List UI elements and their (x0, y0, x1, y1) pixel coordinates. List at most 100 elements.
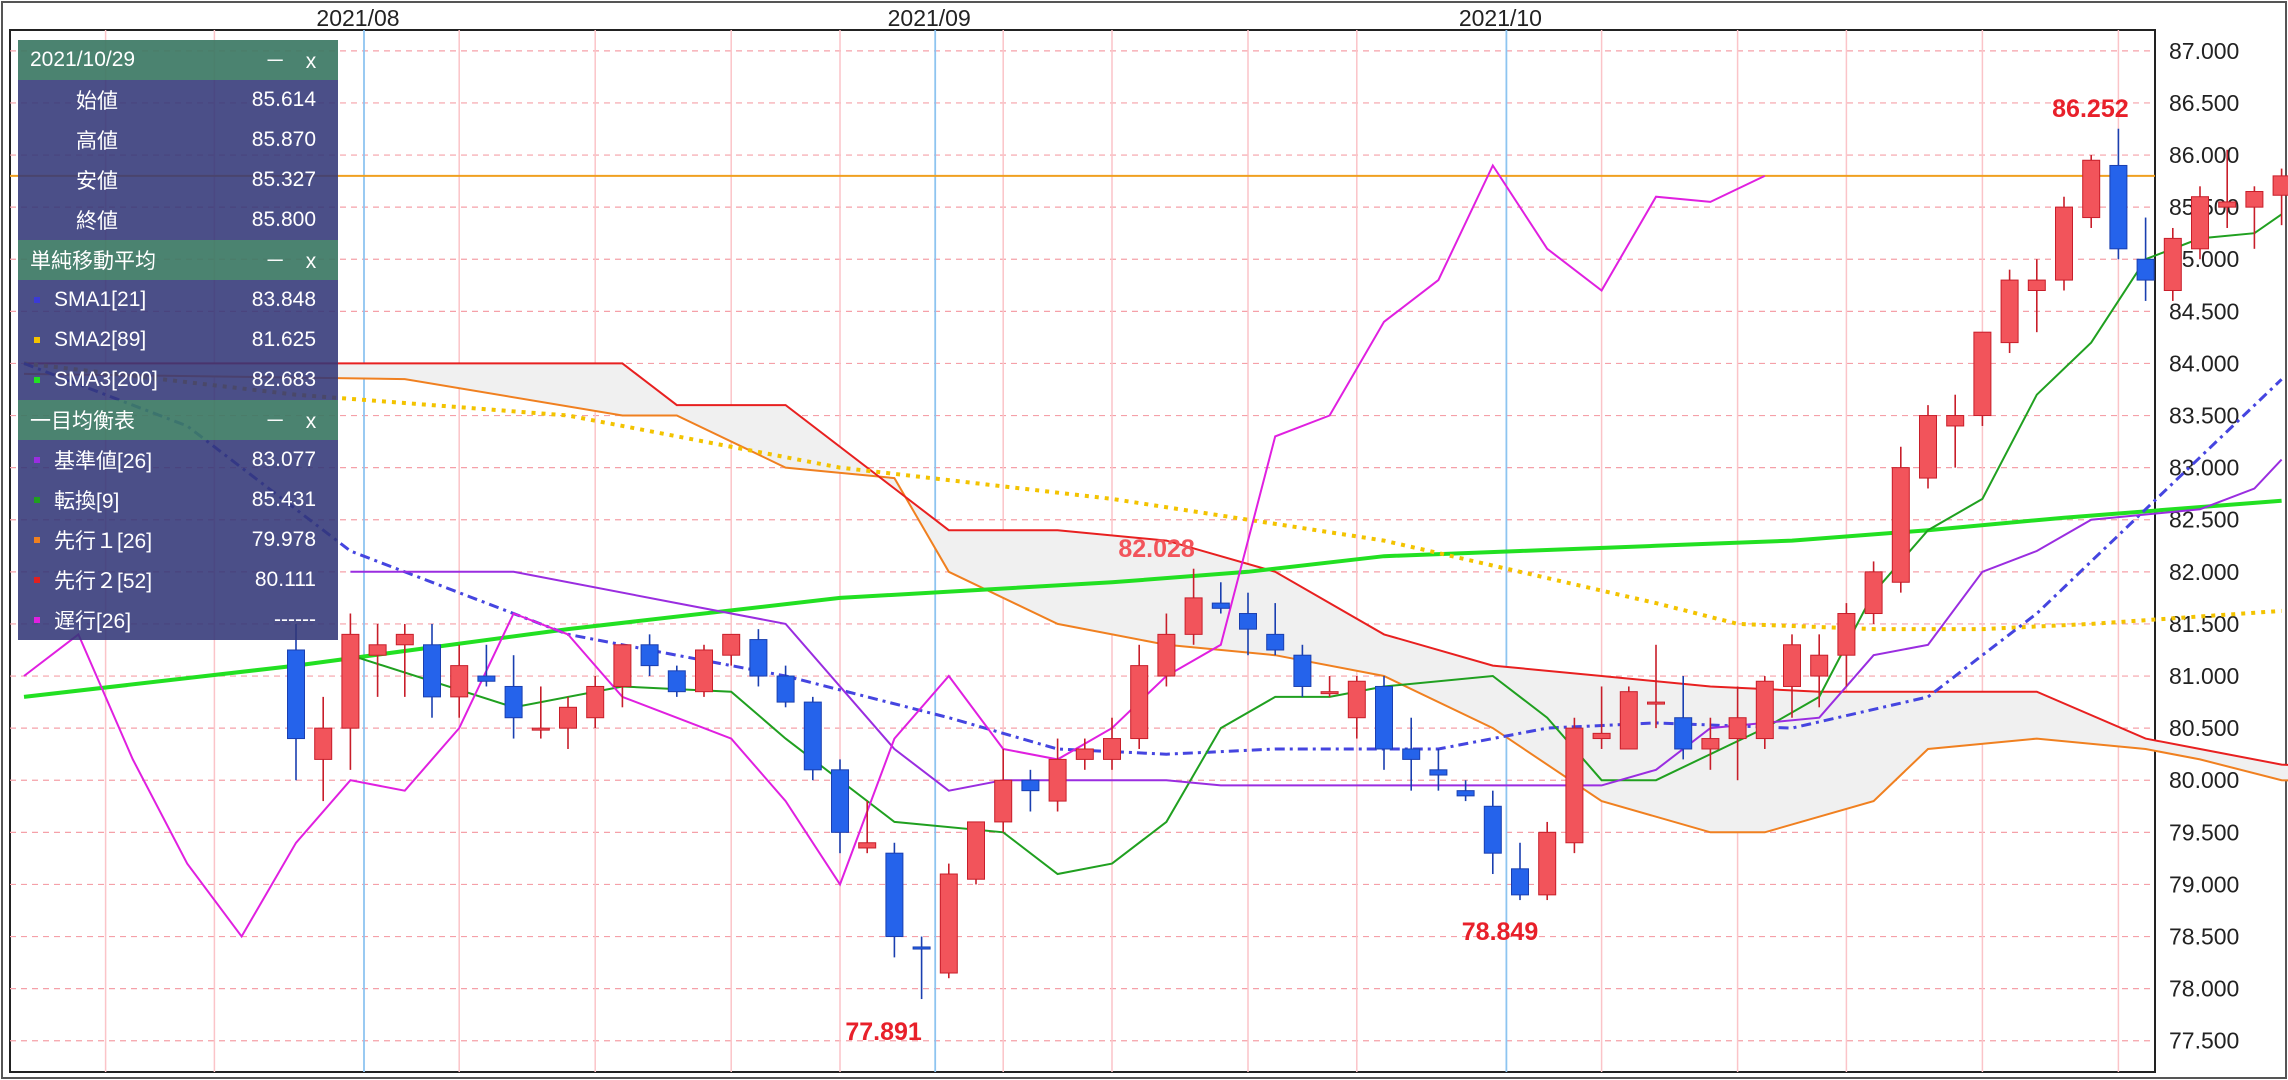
candle-body (1130, 665, 1149, 740)
y-tick-label: 87.000 (2169, 38, 2239, 64)
low2-annotation: 78.849 (1462, 918, 1538, 946)
candle-body (314, 727, 333, 760)
candle-body (967, 821, 985, 880)
candle-body (1592, 732, 1611, 740)
candle-body (2272, 175, 2288, 196)
close-label: 終値 (76, 210, 118, 233)
senkou2-swatch (34, 577, 40, 583)
candle-body (1239, 613, 1257, 630)
y-tick-label: 79.500 (2169, 819, 2239, 845)
ohlc-header: 2021/10/29 － x (18, 40, 338, 80)
month-label: 2021/08 (316, 5, 399, 31)
candle-body (1891, 467, 1910, 583)
close-button[interactable]: x (305, 50, 317, 73)
minimize-button[interactable]: － (264, 50, 286, 73)
candle-body (1075, 748, 1094, 760)
chikou-row: 遅行[26] ------ (18, 600, 338, 640)
sma2-swatch (34, 337, 40, 343)
candle-body (1048, 758, 1067, 802)
sma1-value: 83.848 (251, 288, 316, 311)
ichimoku-cloud (24, 363, 2288, 833)
y-tick-label: 82.000 (2169, 559, 2239, 585)
candle-body (368, 644, 387, 656)
candle-body (559, 706, 577, 729)
candle-body (831, 769, 849, 833)
senkou1-swatch (34, 537, 40, 543)
candle-body (450, 665, 469, 698)
candle-body (939, 873, 958, 974)
candle-body (423, 644, 441, 698)
series--9 (350, 213, 2283, 876)
series--26 (350, 458, 2283, 792)
y-tick-label: 79.000 (2169, 871, 2239, 897)
chikou-value: ------ (274, 608, 316, 631)
y-tick-label: 81.000 (2169, 663, 2239, 689)
high-annotation: 86.252 (2052, 95, 2128, 123)
candle-body (994, 779, 1013, 823)
ichimoku-close-button[interactable]: x (305, 410, 317, 433)
chikou-label: 遅行[26] (54, 610, 132, 633)
y-tick-label: 77.500 (2169, 1028, 2239, 1054)
series--26 (23, 163, 1766, 939)
candle-body (1647, 701, 1665, 705)
sma-section: SMA1[21] 83.848 SMA2[89] 81.625 SMA3[200… (18, 280, 338, 400)
candle-body (1783, 644, 1801, 687)
senkou2-value: 80.111 (254, 568, 316, 591)
sma3-value: 82.683 (251, 368, 316, 391)
ichimoku-title: 一目均衡表 (30, 410, 135, 433)
kijun-swatch (34, 457, 40, 463)
candle-body (1565, 727, 1584, 844)
candle-body (776, 675, 795, 703)
candle-body (1320, 691, 1339, 695)
sma2-value: 81.625 (251, 328, 316, 351)
candle-body (1810, 654, 1829, 677)
candle-body (1293, 654, 1312, 687)
candle-body (2055, 206, 2073, 281)
candle-body (1211, 602, 1230, 609)
open-value: 85.614 (251, 88, 316, 111)
high-label: 高値 (76, 130, 118, 153)
indicator-legend-panel[interactable]: 2021/10/29 － x 始値 85.614 高値 85.870 安値 85… (18, 40, 338, 640)
sma-minimize-button[interactable]: － (264, 250, 286, 273)
sma3-label: SMA3[200] (54, 368, 158, 391)
candle-body (1456, 790, 1475, 797)
candle-body (1538, 831, 1557, 896)
senkou2-row: 先行２[52] 80.111 (18, 560, 338, 600)
mid-high-annotation: 82.028 (1118, 535, 1195, 563)
candle-body (2191, 196, 2209, 250)
sma2-label: SMA2[89] (54, 328, 147, 351)
candle-body (1755, 680, 1774, 740)
candle-body (2109, 164, 2128, 250)
y-tick-label: 84.000 (2169, 350, 2239, 376)
sma1-swatch (34, 297, 40, 303)
kijun-row: 基準値[26] 83.077 (18, 440, 338, 480)
ichimoku-minimize-button[interactable]: － (264, 410, 286, 433)
sma-close-button[interactable]: x (305, 250, 317, 273)
chikou-swatch (34, 617, 40, 623)
senkou1-label: 先行１[26] (54, 530, 153, 553)
y-tick-label: 78.500 (2169, 924, 2239, 950)
candle-body (695, 649, 713, 693)
candle-body (722, 633, 741, 656)
ohlc-close-row: 終値 85.800 (18, 200, 338, 240)
candle-body (803, 701, 822, 771)
candle-body (1347, 680, 1366, 719)
candle-body (2136, 258, 2155, 281)
series-sma2-89 (23, 361, 2282, 632)
y-tick-label: 86.000 (2169, 142, 2239, 168)
sma3-swatch (34, 377, 40, 383)
sma1-label: SMA1[21] (54, 288, 147, 311)
candle-body (640, 644, 659, 667)
sma2-row: SMA2[89] 81.625 (18, 320, 338, 360)
y-tick-label: 80.000 (2169, 767, 2239, 793)
candle-body (1701, 738, 1720, 750)
close-value: 85.800 (251, 208, 316, 231)
candle-body (1619, 691, 1638, 750)
candle-body (667, 670, 686, 693)
candle-body (1973, 331, 1992, 417)
y-tick-label: 84.500 (2169, 298, 2239, 324)
ohlc-open-row: 始値 85.614 (18, 80, 338, 120)
